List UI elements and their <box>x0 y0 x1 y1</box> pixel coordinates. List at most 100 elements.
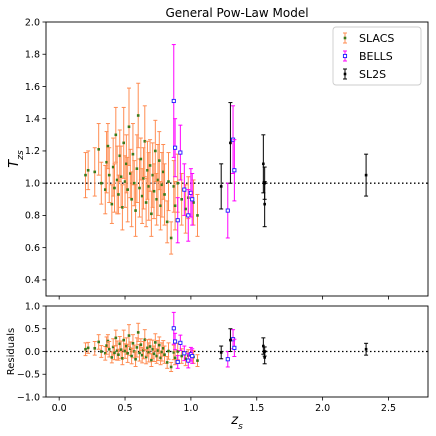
residual-bells-point <box>190 348 195 364</box>
marker <box>151 173 154 177</box>
top-slacs-point <box>83 152 88 199</box>
marker <box>155 197 158 201</box>
y-tick-label: −1.0 <box>17 392 40 403</box>
marker <box>97 148 100 151</box>
marker <box>127 334 131 337</box>
marker <box>159 356 162 360</box>
marker <box>190 354 195 359</box>
marker <box>105 160 108 164</box>
y-tick-label: 2.0 <box>25 17 40 28</box>
marker <box>140 353 144 357</box>
marker <box>172 351 176 354</box>
top-bells-point <box>182 163 187 216</box>
marker <box>175 218 180 223</box>
marker <box>119 175 123 179</box>
top-slacs-point <box>132 160 137 207</box>
marker <box>180 197 183 201</box>
top-slacs-point <box>173 181 178 231</box>
top-bells-point <box>173 118 178 178</box>
marker <box>160 350 164 354</box>
marker <box>190 197 195 202</box>
marker <box>138 351 141 355</box>
residual-slacs-point <box>130 334 135 353</box>
top-panel: General Pow-Law Model 0.4 0.6 0.8 1.0 1.2 1.4 1… <box>7 6 429 300</box>
marker <box>113 186 116 190</box>
marker <box>152 352 156 356</box>
marker <box>117 353 120 356</box>
marker <box>229 141 232 145</box>
marker <box>123 180 127 183</box>
marker <box>105 344 108 347</box>
marker <box>196 214 199 217</box>
y-tick-label: 0.8 <box>25 211 40 222</box>
y-tick-label: 0.5 <box>25 324 40 335</box>
legend-entry-bells: BELLS <box>342 50 393 63</box>
marker <box>160 183 164 187</box>
residual-slacs-point <box>179 348 184 364</box>
marker <box>263 202 266 206</box>
marker <box>134 357 137 361</box>
top-slacs-point <box>109 184 114 224</box>
marker <box>219 351 223 354</box>
marker <box>136 114 140 117</box>
marker <box>144 355 148 359</box>
residual-slacs-point <box>136 322 141 342</box>
marker <box>123 349 127 353</box>
marker <box>117 193 120 196</box>
chart-title: General Pow-Law Model <box>165 6 308 20</box>
x-tick-label: 2.0 <box>315 403 330 414</box>
residual-slacs-point <box>96 334 101 350</box>
marker <box>156 178 160 182</box>
marker <box>134 209 137 212</box>
marker <box>127 125 131 129</box>
marker <box>111 345 115 349</box>
marker <box>163 353 166 356</box>
marker <box>173 145 178 150</box>
marker <box>364 347 368 351</box>
x-tick-label: 0.0 <box>52 403 67 414</box>
marker <box>130 197 133 201</box>
residual-sl2s-point <box>364 342 369 356</box>
marker <box>146 168 149 172</box>
residual-sl2s-point <box>262 350 267 365</box>
marker <box>165 361 169 364</box>
top-slacs-point <box>86 150 91 191</box>
marker <box>225 208 230 213</box>
marker <box>139 343 143 346</box>
marker <box>152 189 156 193</box>
top-bells-point <box>190 173 195 226</box>
legend-box <box>332 26 422 86</box>
marker <box>111 165 115 169</box>
residual-bells-point <box>182 345 187 362</box>
marker <box>132 181 136 185</box>
top-slacs-point <box>96 123 101 176</box>
top-sl2s-point <box>364 153 369 197</box>
marker <box>182 187 187 192</box>
top-sl2s-point <box>228 102 233 184</box>
marker <box>167 180 170 183</box>
residual-slacs-point <box>173 350 178 366</box>
marker <box>139 157 143 161</box>
marker <box>97 340 100 344</box>
top-slacs-point <box>179 173 184 226</box>
legend: SLACS BELLS SL2S <box>332 26 422 86</box>
marker <box>138 186 141 190</box>
marker <box>107 347 111 351</box>
top-slacs-point <box>105 123 110 170</box>
marker <box>110 356 114 359</box>
residual-slacs-point <box>152 345 157 363</box>
top-slacs-point <box>107 147 112 204</box>
marker <box>140 194 144 198</box>
top-slacs-point <box>120 184 125 231</box>
marker <box>173 339 178 344</box>
marker <box>172 185 176 188</box>
marker <box>115 178 119 182</box>
marker <box>110 202 114 206</box>
residual-slacs-point <box>107 340 112 358</box>
marker <box>196 359 199 362</box>
marker <box>176 181 180 185</box>
marker <box>131 152 135 156</box>
residual-slacs-point <box>169 361 174 373</box>
top-sl2s-point <box>219 163 224 210</box>
